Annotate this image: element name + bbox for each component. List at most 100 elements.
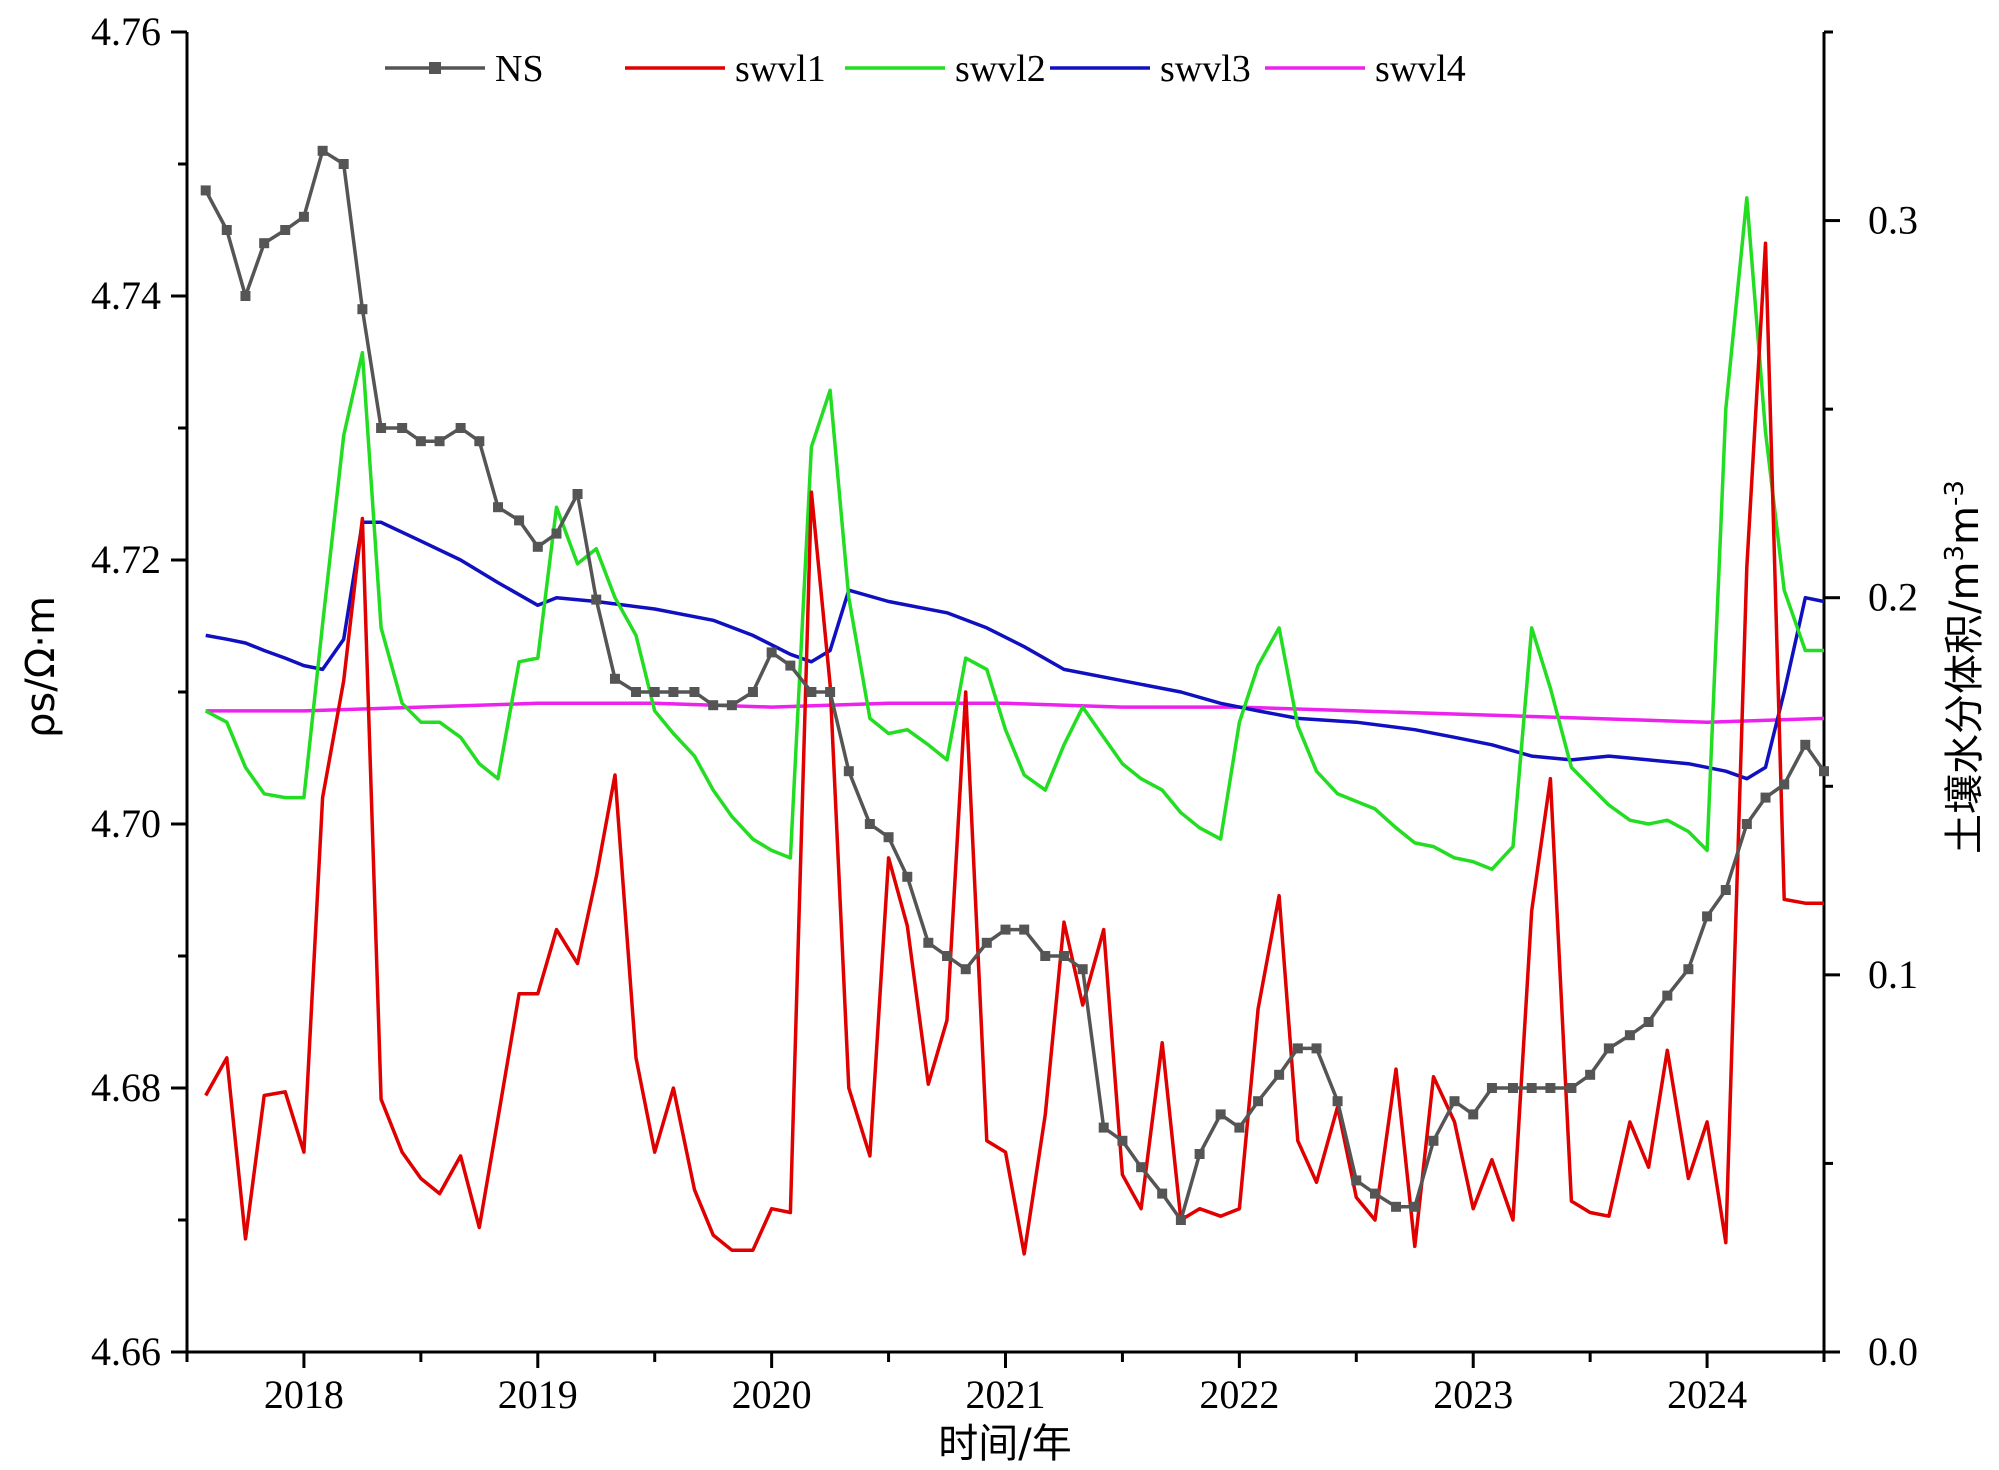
y-right-tick-label: 0.2 bbox=[1868, 575, 1918, 620]
y-left-tick-label: 4.72 bbox=[91, 537, 161, 582]
x-tick-label: 2018 bbox=[264, 1372, 344, 1417]
y-left-tick-label: 4.68 bbox=[91, 1065, 161, 1110]
legend-label-swvl1: swvl1 bbox=[735, 48, 826, 90]
point-NS bbox=[1545, 1083, 1556, 1093]
point-NS bbox=[1507, 1083, 1518, 1093]
point-NS bbox=[726, 700, 737, 711]
point-NS bbox=[649, 687, 660, 697]
point-NS bbox=[1428, 1135, 1439, 1146]
legend-label-swvl3: swvl3 bbox=[1160, 48, 1251, 90]
point-NS bbox=[1136, 1162, 1147, 1173]
legend-item-swvl1: swvl1 bbox=[625, 48, 826, 90]
point-NS bbox=[1643, 1017, 1654, 1027]
point-NS bbox=[259, 238, 270, 249]
legend-label-swvl4: swvl4 bbox=[1375, 48, 1466, 90]
point-NS bbox=[864, 819, 875, 829]
y-axis-right-title-mid: m bbox=[1942, 506, 1988, 545]
series-swvl1 bbox=[204, 241, 1824, 1256]
point-NS bbox=[1311, 1043, 1322, 1054]
legend-item-swvl4: swvl4 bbox=[1265, 48, 1466, 90]
point-NS bbox=[415, 436, 426, 447]
x-tick-label: 2021 bbox=[966, 1372, 1046, 1417]
point-NS bbox=[609, 673, 620, 684]
point-NS bbox=[280, 225, 291, 235]
point-NS bbox=[474, 436, 485, 447]
x-tick-label: 2022 bbox=[1199, 1372, 1279, 1417]
x-tick-label: 2024 bbox=[1667, 1372, 1747, 1417]
point-NS bbox=[1019, 924, 1030, 935]
y-left-tick-label: 4.66 bbox=[91, 1329, 161, 1374]
x-tick-label: 2020 bbox=[732, 1372, 812, 1417]
y-right-tick-label: 0.0 bbox=[1868, 1329, 1918, 1374]
y-axis-right-title-base: 土壤水分体积/m bbox=[1942, 562, 1988, 854]
point-NS bbox=[1683, 964, 1694, 975]
legend-item-swvl3: swvl3 bbox=[1050, 48, 1251, 90]
series-layer bbox=[200, 145, 1829, 1256]
series-swvl4 bbox=[205, 701, 1825, 724]
point-NS bbox=[843, 766, 854, 777]
point-NS bbox=[1117, 1135, 1128, 1146]
series-line-NS bbox=[204, 149, 1826, 1222]
point-NS bbox=[1058, 951, 1069, 961]
point-NS bbox=[942, 951, 953, 961]
point-NS bbox=[1332, 1096, 1343, 1107]
y-axis-left-title: ρs/Ω·m bbox=[18, 596, 64, 738]
y-right-tick-label: 0.3 bbox=[1868, 198, 1918, 243]
point-NS bbox=[551, 528, 562, 539]
point-NS bbox=[668, 687, 679, 697]
point-NS bbox=[1779, 779, 1790, 790]
point-NS bbox=[923, 937, 934, 948]
point-NS bbox=[317, 145, 328, 156]
legend-marker-NS bbox=[429, 62, 441, 74]
legend-label-NS: NS bbox=[495, 48, 544, 90]
point-NS bbox=[1391, 1201, 1402, 1212]
point-NS bbox=[960, 964, 971, 975]
x-tick-label: 2019 bbox=[498, 1372, 578, 1417]
point-NS bbox=[1720, 885, 1731, 895]
point-NS bbox=[338, 159, 349, 169]
point-NS bbox=[981, 937, 992, 948]
point-NS bbox=[397, 423, 408, 433]
y-axis-right-title-sup1: 3 bbox=[1940, 545, 1970, 562]
point-NS bbox=[806, 687, 817, 697]
point-NS bbox=[357, 304, 368, 315]
point-NS bbox=[1351, 1175, 1362, 1186]
point-NS bbox=[514, 515, 525, 526]
x-axis-title: 时间/年 bbox=[938, 1421, 1071, 1467]
series-line-swvl2 bbox=[204, 196, 1824, 872]
series-line-swvl3 bbox=[205, 520, 1825, 781]
point-NS bbox=[883, 832, 894, 843]
point-NS bbox=[455, 423, 466, 433]
point-NS bbox=[298, 211, 309, 222]
series-NS bbox=[200, 145, 1829, 1225]
point-NS bbox=[902, 871, 913, 882]
x-tick-label: 2023 bbox=[1433, 1372, 1513, 1417]
point-NS bbox=[1662, 990, 1673, 1001]
point-NS bbox=[591, 594, 602, 605]
point-NS bbox=[1292, 1043, 1303, 1054]
point-NS bbox=[1175, 1215, 1186, 1225]
point-NS bbox=[1077, 964, 1088, 975]
point-NS bbox=[1234, 1122, 1245, 1133]
series-line-swvl1 bbox=[204, 241, 1824, 1256]
point-NS bbox=[376, 423, 387, 433]
point-NS bbox=[240, 291, 251, 301]
point-NS bbox=[825, 687, 836, 697]
point-NS bbox=[1741, 819, 1752, 829]
point-NS bbox=[221, 225, 232, 235]
point-NS bbox=[631, 687, 642, 697]
point-NS bbox=[1000, 924, 1011, 935]
series-swvl3 bbox=[205, 520, 1825, 781]
point-NS bbox=[1702, 911, 1713, 922]
y-axis-right-title: 土壤水分体积/m3m-3 bbox=[1940, 480, 1988, 854]
point-NS bbox=[572, 489, 583, 499]
point-NS bbox=[1468, 1109, 1479, 1120]
y-axis-right-title-sup2: -3 bbox=[1940, 480, 1970, 506]
legend-item-swvl2: swvl2 bbox=[845, 48, 1046, 90]
y-left-tick-label: 4.74 bbox=[91, 273, 161, 318]
point-NS bbox=[1800, 739, 1811, 750]
series-line-swvl4 bbox=[205, 701, 1825, 724]
point-NS bbox=[1449, 1096, 1460, 1107]
legend: NS swvl1 swvl2 swvl3 swvl4 bbox=[385, 48, 1466, 90]
y-left-tick-label: 4.76 bbox=[91, 9, 161, 54]
